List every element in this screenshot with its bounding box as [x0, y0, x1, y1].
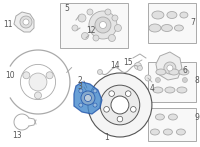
Circle shape [34, 92, 41, 99]
Ellipse shape [153, 87, 163, 93]
Ellipse shape [150, 129, 159, 135]
Circle shape [79, 89, 83, 93]
Ellipse shape [180, 12, 188, 18]
Circle shape [93, 35, 99, 41]
Text: 15: 15 [123, 57, 133, 66]
Circle shape [131, 107, 136, 112]
Circle shape [72, 25, 78, 31]
Circle shape [137, 66, 142, 71]
Text: 4: 4 [149, 83, 154, 92]
Circle shape [81, 91, 95, 105]
Circle shape [93, 103, 97, 107]
Ellipse shape [165, 87, 175, 93]
Text: 14: 14 [110, 61, 120, 70]
Circle shape [84, 95, 91, 101]
Circle shape [164, 62, 176, 74]
Bar [148, 108, 196, 141]
Ellipse shape [169, 69, 179, 75]
Circle shape [104, 107, 109, 112]
Ellipse shape [174, 25, 183, 31]
Circle shape [105, 9, 111, 15]
Ellipse shape [163, 129, 172, 135]
Circle shape [89, 11, 117, 39]
Circle shape [78, 14, 86, 22]
Circle shape [109, 91, 114, 96]
Circle shape [81, 32, 88, 40]
Circle shape [112, 15, 118, 21]
Circle shape [46, 72, 53, 79]
Circle shape [29, 73, 47, 91]
Text: 10: 10 [5, 71, 15, 80]
Circle shape [125, 91, 131, 96]
Text: 6: 6 [182, 66, 187, 75]
Text: 7: 7 [190, 17, 195, 26]
Circle shape [155, 77, 160, 82]
Circle shape [167, 65, 173, 71]
Ellipse shape [155, 114, 164, 120]
Bar [148, 3, 196, 43]
Ellipse shape [167, 11, 177, 19]
Circle shape [111, 96, 129, 114]
Circle shape [93, 89, 97, 93]
Text: 13: 13 [12, 132, 22, 141]
Polygon shape [14, 12, 34, 32]
Ellipse shape [176, 129, 185, 135]
Circle shape [117, 116, 123, 122]
Circle shape [20, 16, 32, 28]
Circle shape [87, 9, 93, 15]
Text: 3: 3 [78, 81, 82, 91]
Ellipse shape [149, 24, 161, 32]
Circle shape [108, 35, 115, 41]
Ellipse shape [156, 69, 166, 75]
Ellipse shape [168, 114, 177, 120]
Circle shape [95, 17, 111, 33]
Circle shape [182, 77, 187, 82]
Ellipse shape [161, 25, 172, 31]
Circle shape [134, 62, 141, 70]
Circle shape [99, 21, 106, 29]
Text: 9: 9 [194, 113, 199, 122]
Polygon shape [74, 82, 102, 114]
Ellipse shape [152, 11, 164, 19]
Circle shape [79, 103, 83, 107]
Text: 2: 2 [78, 76, 82, 85]
Circle shape [114, 25, 121, 31]
Text: 11: 11 [3, 20, 13, 29]
Text: 1: 1 [105, 132, 109, 142]
Text: 12: 12 [86, 25, 96, 35]
Circle shape [100, 85, 140, 125]
Circle shape [88, 73, 152, 137]
Bar [148, 62, 196, 102]
Circle shape [23, 72, 30, 79]
Circle shape [23, 19, 29, 25]
Text: 5: 5 [65, 4, 69, 12]
Text: 8: 8 [195, 76, 199, 85]
Polygon shape [156, 52, 182, 80]
Ellipse shape [179, 69, 189, 75]
Circle shape [97, 70, 102, 75]
Ellipse shape [177, 87, 187, 93]
Circle shape [145, 75, 151, 81]
Bar [60, 3, 128, 48]
